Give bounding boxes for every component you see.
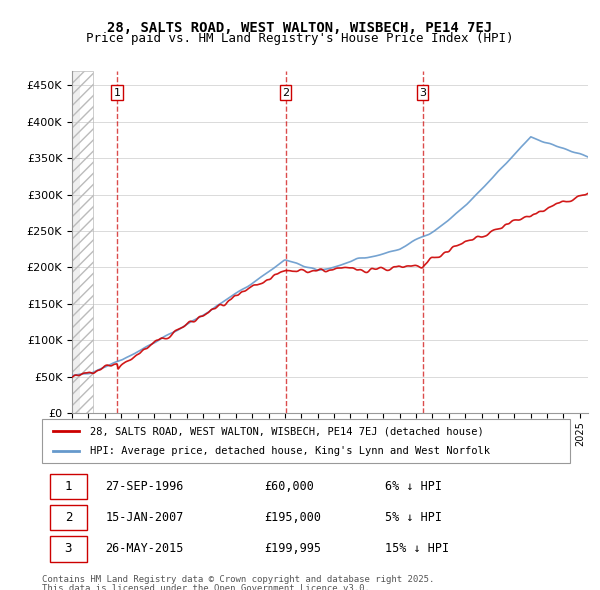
Text: Contains HM Land Registry data © Crown copyright and database right 2025.: Contains HM Land Registry data © Crown c…: [42, 575, 434, 584]
Text: 27-SEP-1996: 27-SEP-1996: [106, 480, 184, 493]
Text: Price paid vs. HM Land Registry's House Price Index (HPI): Price paid vs. HM Land Registry's House …: [86, 32, 514, 45]
FancyBboxPatch shape: [42, 419, 570, 463]
Text: £199,995: £199,995: [264, 542, 321, 555]
Text: 6% ↓ HPI: 6% ↓ HPI: [385, 480, 442, 493]
Text: 2: 2: [282, 88, 289, 97]
Text: 3: 3: [65, 542, 72, 555]
FancyBboxPatch shape: [50, 474, 87, 499]
FancyBboxPatch shape: [50, 505, 87, 530]
Text: 28, SALTS ROAD, WEST WALTON, WISBECH, PE14 7EJ (detached house): 28, SALTS ROAD, WEST WALTON, WISBECH, PE…: [89, 427, 483, 436]
Text: 15-JAN-2007: 15-JAN-2007: [106, 511, 184, 525]
Text: 1: 1: [65, 480, 72, 493]
Text: £60,000: £60,000: [264, 480, 314, 493]
Text: 26-MAY-2015: 26-MAY-2015: [106, 542, 184, 555]
Text: HPI: Average price, detached house, King's Lynn and West Norfolk: HPI: Average price, detached house, King…: [89, 446, 490, 455]
Text: 2: 2: [65, 511, 72, 525]
Text: 1: 1: [113, 88, 121, 97]
Text: £195,000: £195,000: [264, 511, 321, 525]
Text: 5% ↓ HPI: 5% ↓ HPI: [385, 511, 442, 525]
Text: 28, SALTS ROAD, WEST WALTON, WISBECH, PE14 7EJ: 28, SALTS ROAD, WEST WALTON, WISBECH, PE…: [107, 21, 493, 35]
FancyBboxPatch shape: [50, 536, 87, 562]
Text: 3: 3: [419, 88, 426, 97]
Text: 15% ↓ HPI: 15% ↓ HPI: [385, 542, 449, 555]
Text: This data is licensed under the Open Government Licence v3.0.: This data is licensed under the Open Gov…: [42, 584, 370, 590]
